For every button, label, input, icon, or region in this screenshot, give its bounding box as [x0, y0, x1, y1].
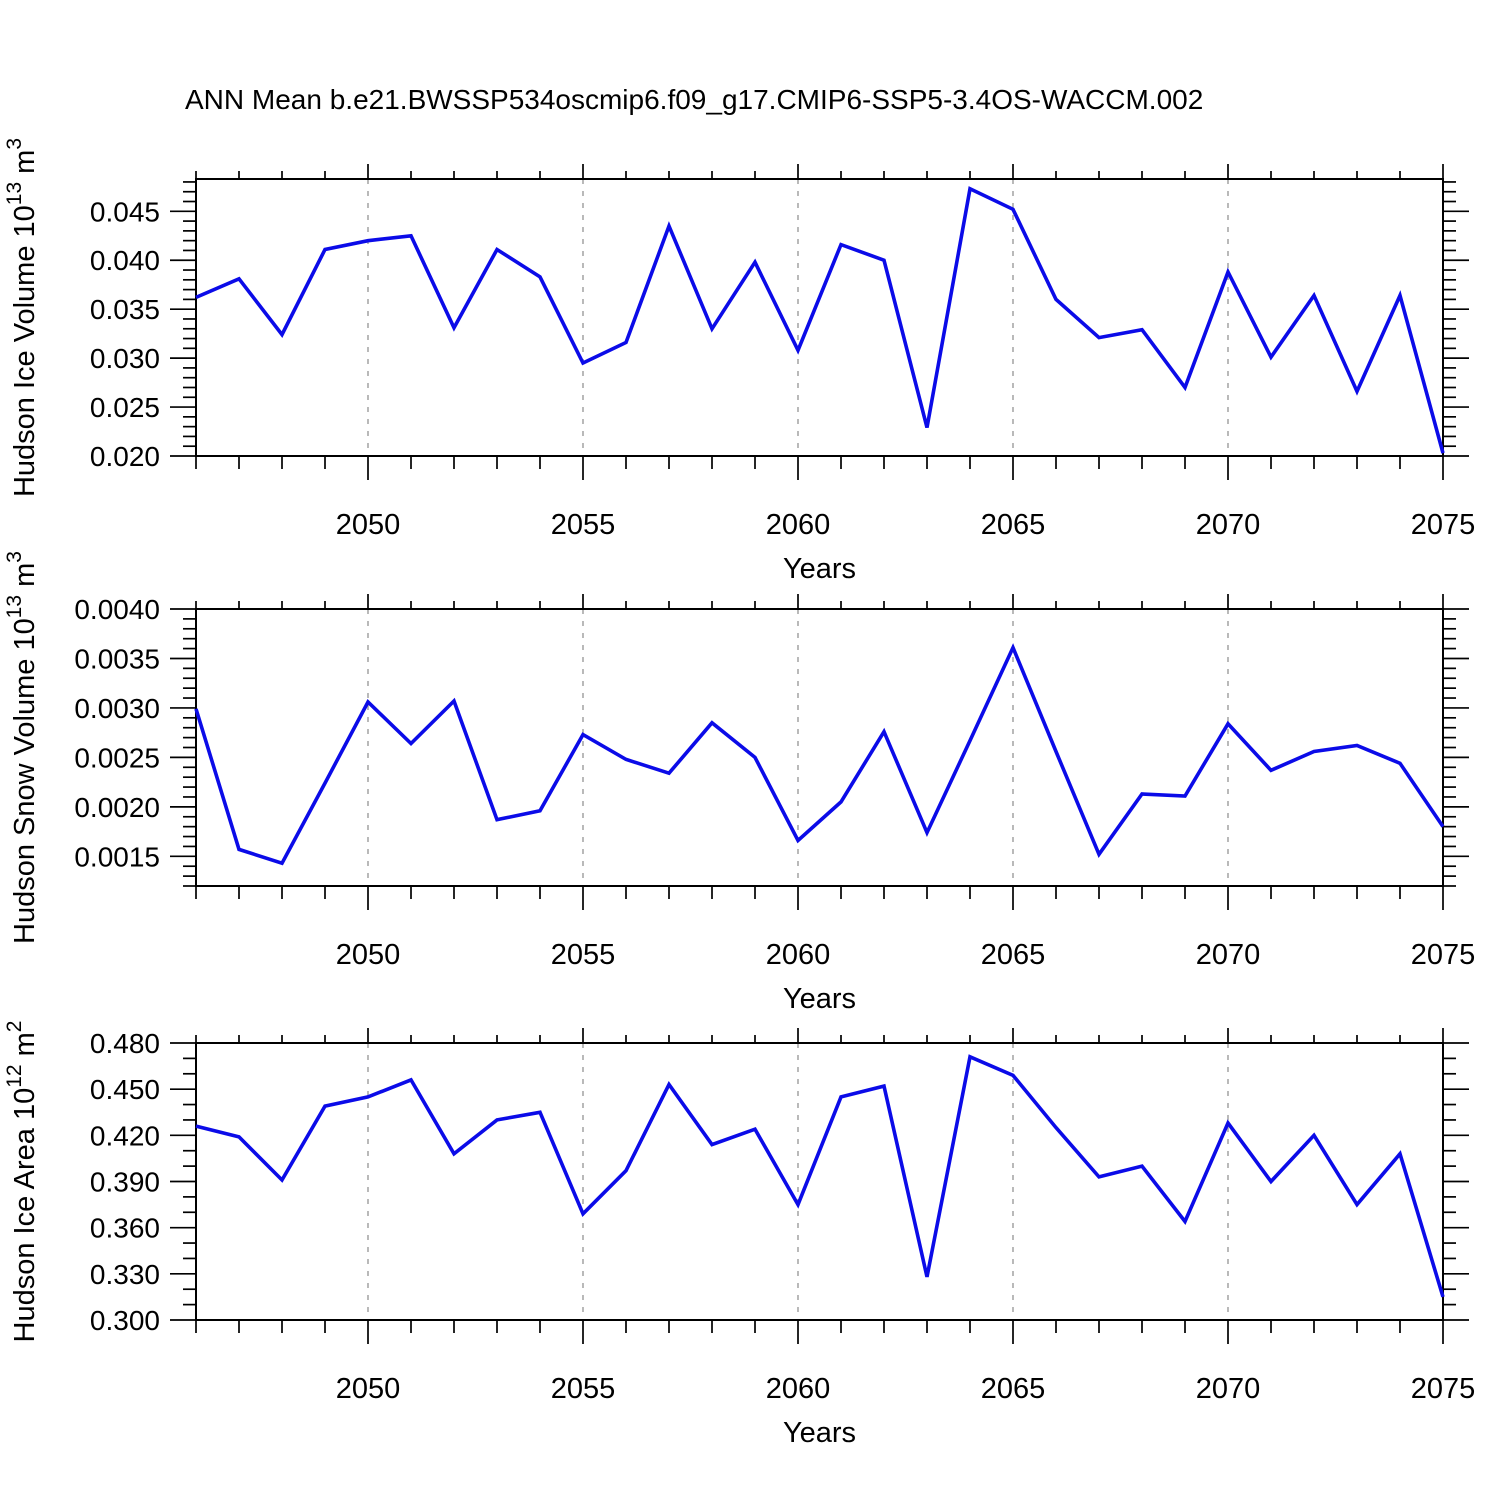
x-tick-label: 2075 — [1411, 1373, 1476, 1405]
x-tick-label: 2050 — [336, 509, 401, 541]
y-tick-label: 0.025 — [90, 392, 160, 423]
plot-frame — [195, 1042, 1444, 1321]
x-tick-label: 2060 — [766, 939, 831, 971]
x-tick-label: 2055 — [551, 1373, 616, 1405]
y-tick-label: 0.450 — [90, 1074, 160, 1105]
y-tick-label: 0.030 — [90, 343, 160, 374]
y-axis-title: Hudson Snow Volume 1013 m3 — [3, 551, 41, 944]
gridlines — [367, 179, 1229, 456]
series-line-hudson-ice-area — [195, 1054, 1445, 1298]
x-tick-label: 2060 — [766, 1373, 831, 1405]
chart-title: ANN Mean b.e21.BWSSP534oscmip6.f09_g17.C… — [185, 84, 1204, 115]
x-ticks — [195, 1028, 1444, 1344]
series-line-hudson-ice-volume — [195, 186, 1445, 454]
x-axis-title: Years — [783, 1417, 856, 1449]
y-tick-label: 0.0020 — [74, 792, 160, 823]
y-tick-label: 0.0015 — [74, 841, 160, 872]
y-tick-label: 0.045 — [90, 196, 160, 227]
x-tick-label: 2075 — [1411, 939, 1476, 971]
x-ticks — [195, 164, 1444, 480]
x-axis-title: Years — [783, 983, 856, 1015]
y-tick-label: 0.020 — [90, 441, 160, 472]
x-tick-label: 2075 — [1411, 509, 1476, 541]
panel-hudson-snow-volume: 0.0015 0.0020 0.0025 0.0030 0.0035 0.0040 2050… — [3, 551, 1475, 1015]
y-axis-title: Hudson Ice Volume 1013 m3 — [3, 138, 41, 497]
x-tick-label: 2050 — [336, 939, 401, 971]
x-tick-label: 2070 — [1196, 1373, 1261, 1405]
x-tick-label: 2065 — [981, 1373, 1046, 1405]
y-tick-label: 0.035 — [90, 294, 160, 325]
y-axis-title: Hudson Ice Area 1012 m2 — [3, 1021, 41, 1343]
y-tick-label: 0.0025 — [74, 742, 160, 773]
panel-hudson-ice-area: 0.300 0.330 0.360 0.390 0.420 0.450 0.480 2050 2… — [3, 1021, 1475, 1450]
x-tick-label: 2065 — [981, 509, 1046, 541]
plot-frame — [195, 608, 1444, 887]
gridlines — [367, 1043, 1229, 1320]
y-tick-label: 0.0030 — [74, 693, 160, 724]
x-ticks — [195, 594, 1444, 910]
x-tick-label: 2055 — [551, 509, 616, 541]
y-tick-label: 0.360 — [90, 1213, 160, 1244]
x-tick-label: 2050 — [336, 1373, 401, 1405]
x-axis-title: Years — [783, 553, 856, 585]
gridlines — [367, 609, 1229, 886]
y-tick-label: 0.0040 — [74, 594, 160, 625]
y-tick-label: 0.300 — [90, 1305, 160, 1336]
plot-frame — [195, 178, 1444, 457]
y-tick-label: 0.330 — [90, 1259, 160, 1290]
y-tick-label: 0.420 — [90, 1120, 160, 1151]
x-tick-label: 2070 — [1196, 939, 1261, 971]
y-tick-label: 0.390 — [90, 1167, 160, 1198]
y-tick-label: 0.480 — [90, 1028, 160, 1059]
panel-hudson-ice-volume: 0.020 0.025 0.030 0.035 0.040 0.045 2050 2055 20… — [3, 138, 1475, 585]
y-ticks — [170, 1042, 1469, 1321]
series-line-hudson-snow-volume — [194, 643, 1445, 866]
y-tick-label: 0.040 — [90, 245, 160, 276]
x-tick-label: 2065 — [981, 939, 1046, 971]
y-tick-label: 0.0035 — [74, 643, 160, 674]
y-ticks — [170, 608, 1469, 887]
x-tick-label: 2055 — [551, 939, 616, 971]
x-tick-label: 2060 — [766, 509, 831, 541]
y-ticks — [170, 181, 1469, 457]
x-tick-label: 2070 — [1196, 509, 1261, 541]
